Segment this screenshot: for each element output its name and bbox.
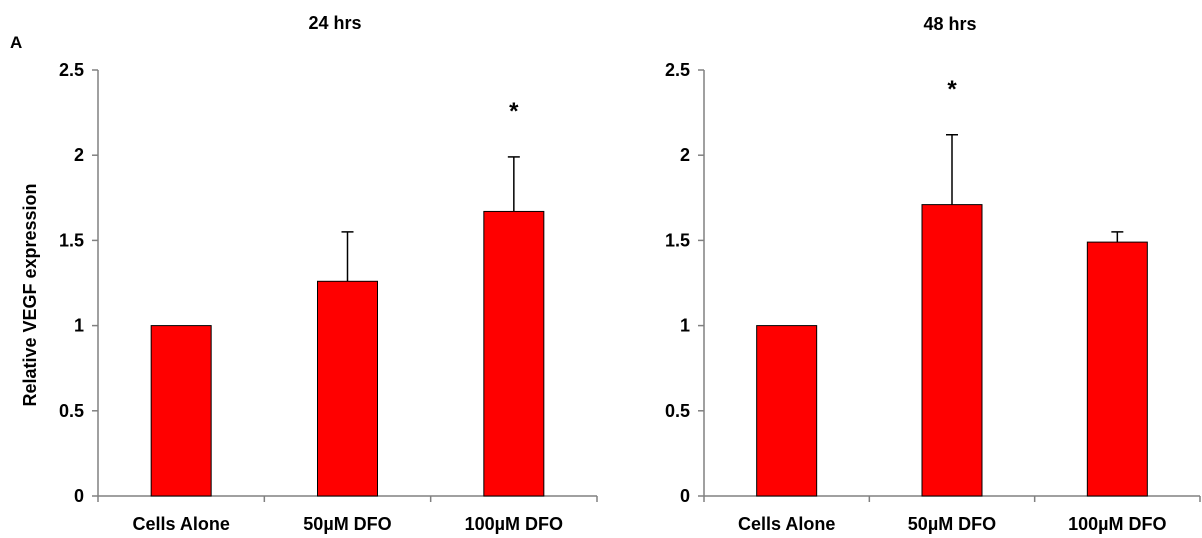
chart-48hrs: 48 hrs 0 0.5 1 1.5 2 2.5 Cells Alone * 50µM DFO 10… <box>665 14 1201 534</box>
chart-24hrs: 24 hrs Relative VEGF expression 0 0.5 1 1.5 2 2… <box>20 13 598 534</box>
c48-title: 48 hrs <box>923 14 976 34</box>
c24-title: 24 hrs <box>308 13 361 33</box>
c48-y-tick-label: 1 <box>680 316 690 336</box>
c24-y-tick-label: 1 <box>74 316 84 336</box>
c48-bar-3 <box>1086 241 1148 497</box>
c24-category-label-2: 50µM DFO <box>303 514 391 534</box>
panel-label: A <box>10 33 22 52</box>
c48-y-tick-label: 0 <box>680 486 690 506</box>
c48-bar-2 <box>921 204 983 497</box>
c24-y-tick-label: 0.5 <box>59 401 84 421</box>
c48-y-tick-label: 2 <box>680 145 690 165</box>
c48-category-label-3: 100µM DFO <box>1068 514 1166 534</box>
c24-bar-2 <box>317 280 378 497</box>
c24-y-tick-label: 2 <box>74 145 84 165</box>
c48-y-tick-label: 0.5 <box>665 401 690 421</box>
c48-bar-1 <box>756 325 818 497</box>
c24-category-label-3: 100µM DFO <box>465 514 563 534</box>
c24-y-tick-label: 1.5 <box>59 230 84 250</box>
c24-bar-1 <box>150 325 212 497</box>
c24-significance-3: * <box>509 98 519 125</box>
c48-significance-2: * <box>947 76 957 103</box>
c24-category-label-1: Cells Alone <box>132 514 229 534</box>
c48-category-label-2: 50µM DFO <box>908 514 996 534</box>
c48-y-tick-label: 1.5 <box>665 230 690 250</box>
c24-y-tick-label: 2.5 <box>59 60 84 80</box>
c24-y-tick-label: 0 <box>74 486 84 506</box>
c24-bar-3 <box>483 210 545 497</box>
c24-y-axis-label: Relative VEGF expression <box>20 183 40 406</box>
c48-category-label-1: Cells Alone <box>738 514 835 534</box>
c48-y-tick-label: 2.5 <box>665 60 690 80</box>
